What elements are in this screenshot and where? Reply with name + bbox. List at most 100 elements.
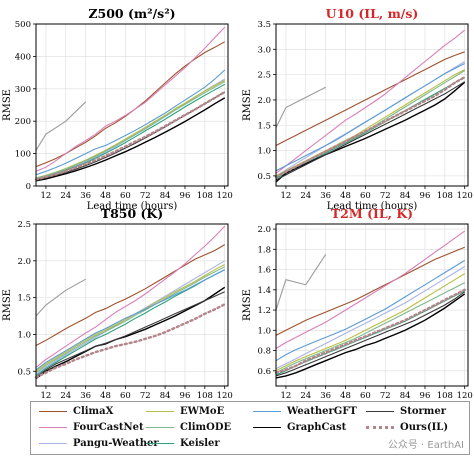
y-tick-label-3-6: 1.8 bbox=[257, 245, 271, 255]
legend-swatch-ours-il bbox=[366, 426, 394, 429]
series-ours-il-1 bbox=[274, 75, 466, 179]
chart-title-3: T2M (IL, K) bbox=[331, 206, 413, 221]
series-weathergft-1 bbox=[275, 63, 465, 172]
series-weathergft-3 bbox=[275, 259, 465, 362]
y-tick-label-3-5: 1.6 bbox=[257, 266, 271, 276]
x-tick-label-2-7: 96 bbox=[180, 391, 191, 401]
x-tick-label-3-6: 84 bbox=[400, 391, 411, 401]
series-fourcastnet-2 bbox=[35, 225, 226, 369]
series-keisler-2 bbox=[35, 269, 225, 377]
x-tick-label-1-5: 72 bbox=[380, 191, 391, 201]
x-tick-label-1-7: 96 bbox=[420, 191, 431, 201]
x-tick-label-1-4: 60 bbox=[360, 191, 371, 201]
x-axis-label-0: Lead time (hours) bbox=[87, 201, 178, 212]
legend-swatch-stormer bbox=[366, 411, 394, 412]
legend-label-graphcast: GraphCast bbox=[287, 422, 347, 433]
x-tick-label-3-4: 60 bbox=[360, 391, 371, 401]
x-tick-label-3-5: 72 bbox=[380, 391, 391, 401]
y-tick-label-1-2: 1.5 bbox=[257, 121, 271, 131]
y-axis-label-3: RMSE bbox=[242, 289, 253, 321]
x-tick-label-1-9: 120 bbox=[457, 191, 473, 201]
legend-label-keisler: Keisler bbox=[180, 438, 220, 449]
chart-title-0: Z500 (m²/s²) bbox=[88, 6, 175, 21]
legend-item-weathergft: WeatherGFT bbox=[253, 406, 357, 417]
x-tick-label-0-7: 96 bbox=[180, 191, 191, 201]
series-climax-2 bbox=[35, 244, 225, 346]
y-tick-label-3-2: 1.0 bbox=[257, 326, 271, 336]
axes-frame-2 bbox=[35, 223, 229, 387]
legend-swatch-graphcast bbox=[253, 427, 281, 428]
legend-item-fourcastnet: FourCastNet bbox=[39, 422, 144, 433]
y-tick-label-0-1: 100 bbox=[15, 150, 31, 160]
legend-swatch-weathergft bbox=[253, 411, 281, 412]
axes-frame-0 bbox=[35, 23, 229, 187]
y-tick-label-1-4: 2.5 bbox=[257, 71, 271, 81]
x-tick-label-1-0: 12 bbox=[281, 191, 292, 201]
series-ours-il-0 bbox=[34, 90, 226, 181]
legend-item-ewmoe: EWMoE bbox=[146, 406, 224, 417]
legend-label-pangu-weather: Pangu-Weather bbox=[73, 438, 159, 449]
x-tick-label-1-6: 84 bbox=[400, 191, 411, 201]
x-tick-label-0-2: 36 bbox=[80, 191, 91, 201]
x-tick-label-0-6: 84 bbox=[160, 191, 171, 201]
legend-item-pangu-weather: Pangu-Weather bbox=[39, 438, 159, 449]
legend-label-ours-il: Ours(IL) bbox=[400, 422, 449, 433]
x-tick-label-2-2: 36 bbox=[80, 391, 91, 401]
legend-swatch-climax bbox=[39, 411, 67, 412]
legend-item-climax: ClimaX bbox=[39, 406, 113, 417]
x-tick-label-3-0: 12 bbox=[281, 391, 292, 401]
chart-title-2: T850 (K) bbox=[101, 206, 163, 221]
y-tick-label-1-3: 2.0 bbox=[257, 96, 271, 106]
y-tick-label-3-4: 1.4 bbox=[257, 286, 271, 296]
legend-label-weathergft: WeatherGFT bbox=[287, 406, 357, 417]
x-tick-label-1-8: 108 bbox=[437, 191, 453, 201]
legend-swatch-ewmoe bbox=[146, 411, 174, 412]
legend-item-graphcast: GraphCast bbox=[253, 422, 346, 433]
y-axis-label-2: RMSE bbox=[2, 289, 13, 321]
chart-panel-0: 12 24 36 48 60 72 84 96 108 120 0 100 200 300 400 500 Z5… bbox=[2, 6, 233, 212]
x-tick-label-2-1: 24 bbox=[60, 391, 71, 401]
y-tick-label-1-5: 3.0 bbox=[257, 45, 271, 55]
legend-label-climax: ClimaX bbox=[73, 406, 114, 417]
x-tick-label-3-3: 48 bbox=[340, 391, 351, 401]
y-tick-label-2-2: 1.5 bbox=[17, 294, 31, 304]
y-tick-label-0-5: 500 bbox=[15, 20, 31, 30]
series-ewmoe-2 bbox=[35, 264, 225, 372]
series-ewmoe-3 bbox=[275, 273, 465, 372]
series-graphcast-2 bbox=[35, 286, 226, 380]
x-axis-label-1: Lead time (hours) bbox=[327, 201, 418, 212]
x-tick-label-0-1: 24 bbox=[60, 191, 71, 201]
legend-item-climode: ClimODE bbox=[146, 422, 231, 433]
series-fourcastnet-0 bbox=[35, 26, 226, 172]
x-tick-label-2-8: 108 bbox=[197, 391, 213, 401]
series-climode-2 bbox=[35, 266, 225, 374]
x-tick-label-3-8: 108 bbox=[437, 391, 453, 401]
legend-item-keisler: Keisler bbox=[146, 438, 220, 449]
series-weathergft-0 bbox=[35, 69, 226, 176]
y-tick-label-3-7: 2.0 bbox=[257, 225, 271, 235]
series-climode-3 bbox=[275, 282, 465, 374]
legend-label-stormer: Stormer bbox=[400, 406, 446, 417]
x-tick-label-0-8: 108 bbox=[197, 191, 213, 201]
series-stormer-3 bbox=[275, 291, 466, 377]
legend-swatch-fourcastnet bbox=[39, 427, 67, 428]
series-fourcastnet-1 bbox=[275, 29, 466, 174]
series-graphcast-3 bbox=[275, 293, 466, 379]
legend-item-stormer: Stormer bbox=[366, 406, 446, 417]
legend-item-ours-il: Ours(IL) bbox=[366, 422, 448, 433]
series-weathergft-2 bbox=[35, 269, 225, 371]
x-tick-label-1-3: 48 bbox=[340, 191, 351, 201]
legend-swatch-keisler bbox=[146, 443, 174, 444]
y-tick-label-0-2: 200 bbox=[15, 117, 31, 127]
x-tick-label-0-0: 12 bbox=[41, 191, 52, 201]
series-ours-il-2 bbox=[34, 303, 226, 379]
y-tick-label-3-1: 0.8 bbox=[257, 347, 271, 357]
series-fourcastnet-3 bbox=[275, 230, 466, 349]
y-tick-label-2-0: 0.5 bbox=[17, 367, 31, 377]
series-ours-il-3 bbox=[274, 288, 466, 374]
x-tick-label-2-0: 12 bbox=[41, 391, 52, 401]
series-keisler-0 bbox=[35, 83, 225, 181]
legend-swatch-climode bbox=[146, 427, 174, 428]
axes-frame-3 bbox=[275, 223, 469, 387]
